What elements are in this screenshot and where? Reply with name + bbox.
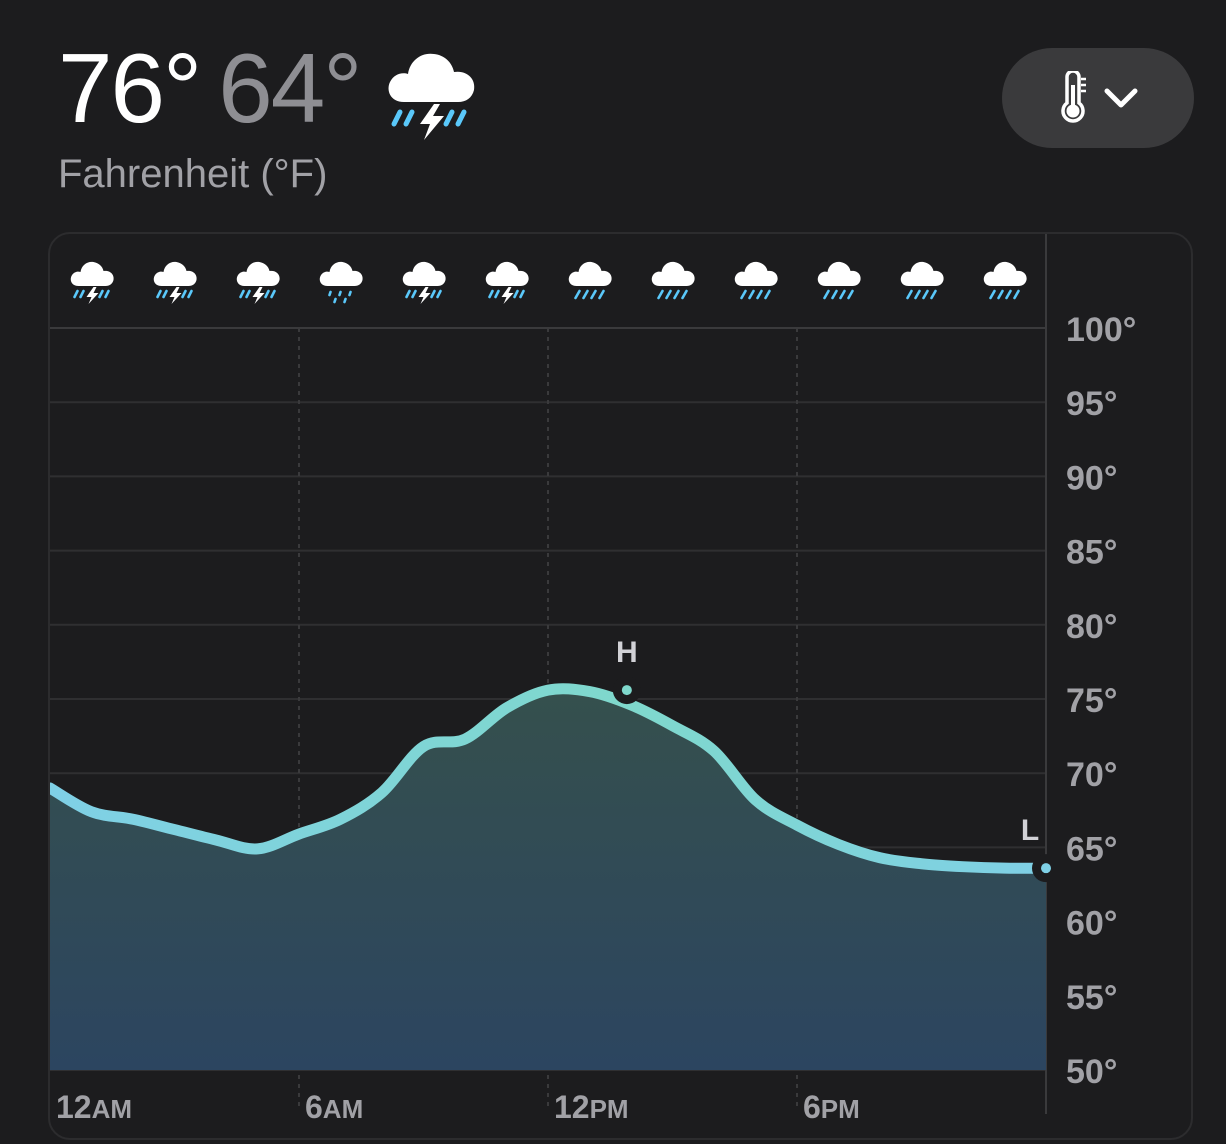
unit-label: Fahrenheit (°F): [58, 152, 328, 196]
y-tick-label: 60°: [1066, 905, 1117, 943]
cloud-rain-icon: [982, 260, 1028, 300]
y-tick-label: 75°: [1066, 682, 1117, 720]
x-tick-hour: 6: [305, 1089, 323, 1125]
x-tick-ampm: PM: [590, 1094, 629, 1124]
thermometer-icon: [1061, 71, 1086, 123]
cloud-rain-icon: [733, 260, 779, 300]
low-marker-dot: [1041, 863, 1051, 874]
y-tick-label: 65°: [1066, 830, 1117, 868]
low-label: L: [1021, 814, 1039, 847]
y-tick-label: 95°: [1066, 385, 1117, 423]
temperature-area: [50, 688, 1046, 1070]
cloud-rain-icon: [816, 260, 862, 300]
x-tick-hour: 12: [554, 1089, 590, 1125]
y-tick-label: 90°: [1066, 459, 1117, 497]
high-marker-dot: [621, 685, 632, 696]
cloud-drizzle-icon: [318, 260, 364, 304]
high-temperature: 76°: [58, 33, 202, 143]
cloud-bolt-rain-icon: [69, 260, 115, 304]
cloud-bolt-rain-icon: [401, 260, 447, 304]
x-tick-label: 12AM: [56, 1089, 132, 1125]
y-tick-label: 85°: [1066, 534, 1117, 572]
cloud-bolt-rain-icon: [484, 260, 530, 304]
x-tick-hour: 12: [56, 1089, 92, 1125]
cloud-bolt-rain-icon: [152, 260, 198, 304]
cloud-bolt-rain-icon: [388, 53, 475, 140]
y-tick-label: 100°: [1066, 311, 1136, 349]
x-tick-label: 6AM: [305, 1089, 363, 1125]
x-tick-label: 12PM: [554, 1089, 629, 1125]
y-tick-label: 70°: [1066, 756, 1117, 794]
metric-selector-button[interactable]: [1002, 48, 1194, 148]
temperature-header: 76° 64° Fahrenheit (°F): [58, 28, 478, 197]
temperature-line: [50, 683, 1052, 874]
cloud-bolt-rain-icon: [235, 260, 281, 304]
high-low-temps: 76° 64°: [58, 28, 478, 148]
cloud-rain-icon: [650, 260, 696, 300]
y-tick-label: 80°: [1066, 608, 1117, 646]
x-tick-hour: 6: [803, 1089, 821, 1125]
chevron-down-icon: [1104, 88, 1138, 108]
low-temperature: 64°: [218, 33, 362, 143]
cloud-rain-icon: [567, 260, 613, 300]
high-label: H: [616, 636, 638, 669]
x-tick-ampm: PM: [821, 1094, 860, 1124]
temperature-chart: HL 100°95°90°85°80°75°70°65°60°55°50°12A…: [50, 234, 1136, 1125]
x-tick-ampm: AM: [92, 1094, 132, 1124]
cloud-rain-icon: [899, 260, 945, 300]
x-tick-ampm: AM: [323, 1094, 363, 1124]
x-tick-label: 6PM: [803, 1089, 860, 1125]
y-tick-label: 50°: [1066, 1053, 1117, 1091]
y-tick-label: 55°: [1066, 979, 1117, 1017]
